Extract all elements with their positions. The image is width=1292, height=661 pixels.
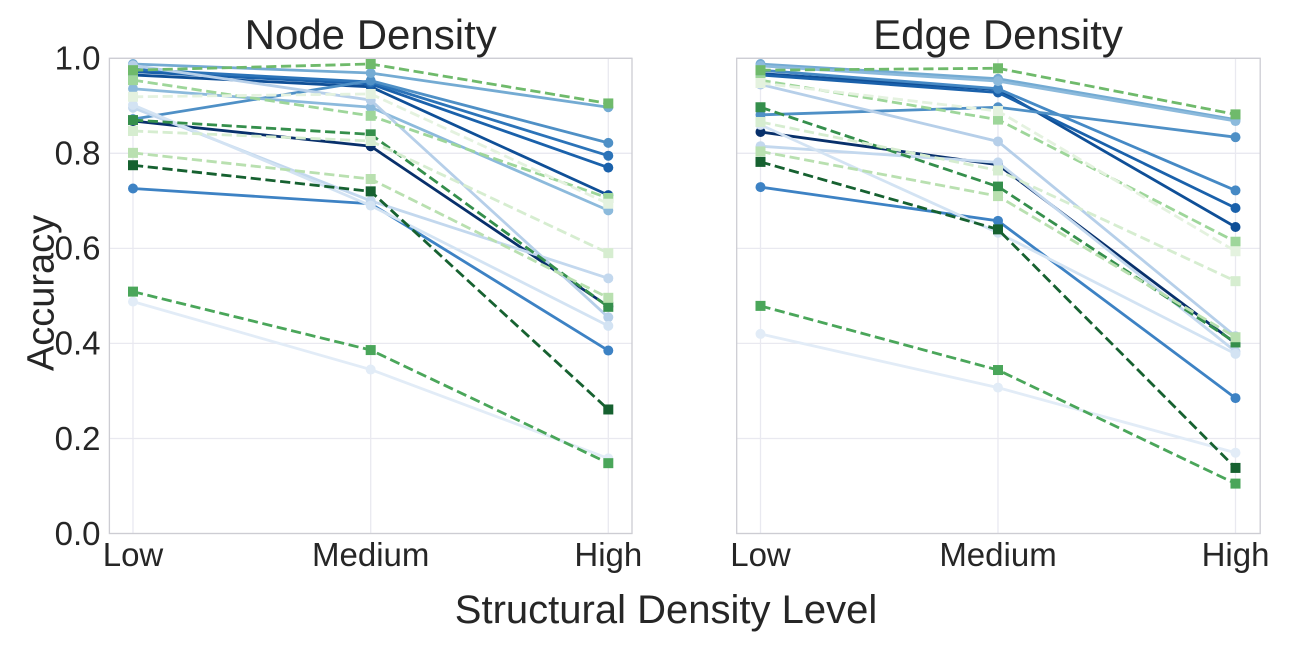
svg-text:0.2: 0.2 xyxy=(55,420,101,457)
svg-text:Node Density: Node Density xyxy=(245,11,497,58)
svg-text:Medium: Medium xyxy=(312,536,429,573)
svg-text:Accuracy: Accuracy xyxy=(21,215,63,371)
svg-text:Structural Density Level: Structural Density Level xyxy=(455,588,877,632)
svg-text:1.0: 1.0 xyxy=(55,40,101,77)
svg-text:Low: Low xyxy=(730,536,791,573)
svg-text:Medium: Medium xyxy=(939,536,1056,573)
svg-text:High: High xyxy=(1202,536,1270,573)
svg-text:0.4: 0.4 xyxy=(55,325,101,362)
svg-text:Low: Low xyxy=(103,536,164,573)
svg-text:0.8: 0.8 xyxy=(55,135,101,172)
svg-text:High: High xyxy=(574,536,642,573)
svg-text:Edge Density: Edge Density xyxy=(873,11,1123,58)
svg-text:0.0: 0.0 xyxy=(55,515,101,552)
svg-text:0.6: 0.6 xyxy=(55,230,101,267)
